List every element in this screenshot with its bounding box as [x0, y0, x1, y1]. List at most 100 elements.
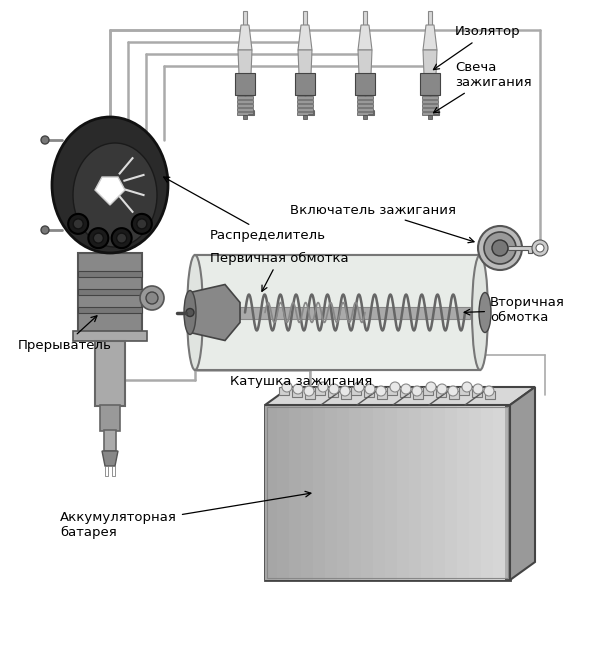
Bar — [297, 100, 313, 103]
Bar — [357, 100, 373, 103]
Circle shape — [132, 214, 152, 234]
Text: Прерыватель: Прерыватель — [18, 316, 112, 351]
Bar — [469, 405, 481, 580]
Bar — [112, 466, 115, 476]
Circle shape — [329, 384, 339, 394]
Polygon shape — [102, 451, 118, 466]
Bar — [422, 96, 438, 99]
Circle shape — [293, 384, 303, 394]
Ellipse shape — [187, 255, 203, 370]
Circle shape — [492, 240, 508, 256]
Circle shape — [412, 386, 422, 396]
Bar — [292, 389, 302, 397]
Polygon shape — [510, 387, 535, 580]
Bar — [100, 405, 120, 431]
Circle shape — [437, 384, 447, 394]
Bar — [328, 389, 338, 397]
Text: Первичная обмотка: Первичная обмотка — [210, 252, 349, 291]
Bar — [355, 73, 375, 95]
Text: Изолятор: Изолятор — [434, 25, 520, 70]
Bar — [73, 331, 147, 341]
Bar — [277, 405, 289, 580]
Bar — [315, 387, 325, 395]
Bar — [422, 100, 438, 103]
Circle shape — [146, 292, 158, 304]
Bar — [357, 108, 373, 111]
Polygon shape — [358, 25, 372, 50]
Bar — [341, 391, 351, 399]
Bar — [78, 289, 142, 295]
Bar — [481, 405, 493, 580]
Circle shape — [116, 233, 127, 243]
Bar — [363, 11, 367, 25]
Circle shape — [473, 384, 483, 394]
Polygon shape — [423, 50, 437, 75]
Bar — [397, 405, 409, 580]
Bar — [104, 430, 116, 451]
Circle shape — [536, 244, 544, 252]
Bar — [301, 405, 313, 580]
Text: Аккумуляторная
батарея: Аккумуляторная батарея — [60, 491, 311, 539]
Circle shape — [390, 382, 400, 392]
Bar — [485, 391, 495, 399]
Polygon shape — [510, 387, 535, 580]
Bar — [279, 387, 289, 395]
Bar — [297, 108, 313, 111]
Polygon shape — [238, 25, 252, 50]
Circle shape — [340, 386, 350, 396]
Bar — [289, 405, 301, 580]
Bar — [409, 405, 421, 580]
Circle shape — [89, 228, 108, 248]
Bar — [295, 73, 315, 95]
Circle shape — [448, 386, 458, 396]
Bar — [240, 307, 470, 318]
Polygon shape — [95, 177, 125, 205]
Bar — [297, 104, 313, 107]
Circle shape — [140, 286, 164, 310]
Circle shape — [354, 382, 364, 392]
Circle shape — [484, 232, 516, 264]
Polygon shape — [508, 246, 536, 253]
Text: Свеча
зажигания: Свеча зажигания — [434, 61, 532, 113]
Circle shape — [73, 219, 83, 229]
Ellipse shape — [184, 291, 196, 334]
Bar — [377, 391, 387, 399]
Ellipse shape — [52, 117, 168, 253]
Bar — [400, 389, 410, 397]
Bar — [237, 100, 253, 103]
Circle shape — [304, 386, 314, 396]
Bar — [303, 115, 307, 119]
Bar — [325, 405, 337, 580]
Bar — [105, 466, 108, 476]
Bar — [472, 389, 482, 397]
Bar — [237, 96, 253, 99]
Circle shape — [401, 384, 411, 394]
Bar — [445, 405, 457, 580]
Bar — [78, 307, 142, 313]
Bar — [357, 112, 373, 115]
Circle shape — [137, 219, 147, 229]
Bar — [265, 405, 277, 580]
Polygon shape — [190, 285, 240, 340]
Bar — [297, 96, 313, 99]
Bar — [421, 405, 433, 580]
Text: Распределитель: Распределитель — [164, 177, 326, 241]
Bar — [267, 407, 508, 578]
Bar — [449, 391, 459, 399]
Bar — [433, 405, 445, 580]
Polygon shape — [238, 50, 252, 75]
Circle shape — [318, 382, 328, 392]
Bar — [78, 253, 142, 333]
Polygon shape — [423, 25, 437, 50]
Bar — [349, 405, 361, 580]
Bar — [420, 73, 440, 95]
Polygon shape — [298, 25, 312, 50]
Circle shape — [41, 226, 49, 234]
Circle shape — [426, 382, 436, 392]
Circle shape — [462, 382, 472, 392]
Bar — [357, 104, 373, 107]
Circle shape — [41, 136, 49, 144]
Bar — [337, 405, 349, 580]
Polygon shape — [298, 50, 312, 75]
Bar — [351, 387, 361, 395]
